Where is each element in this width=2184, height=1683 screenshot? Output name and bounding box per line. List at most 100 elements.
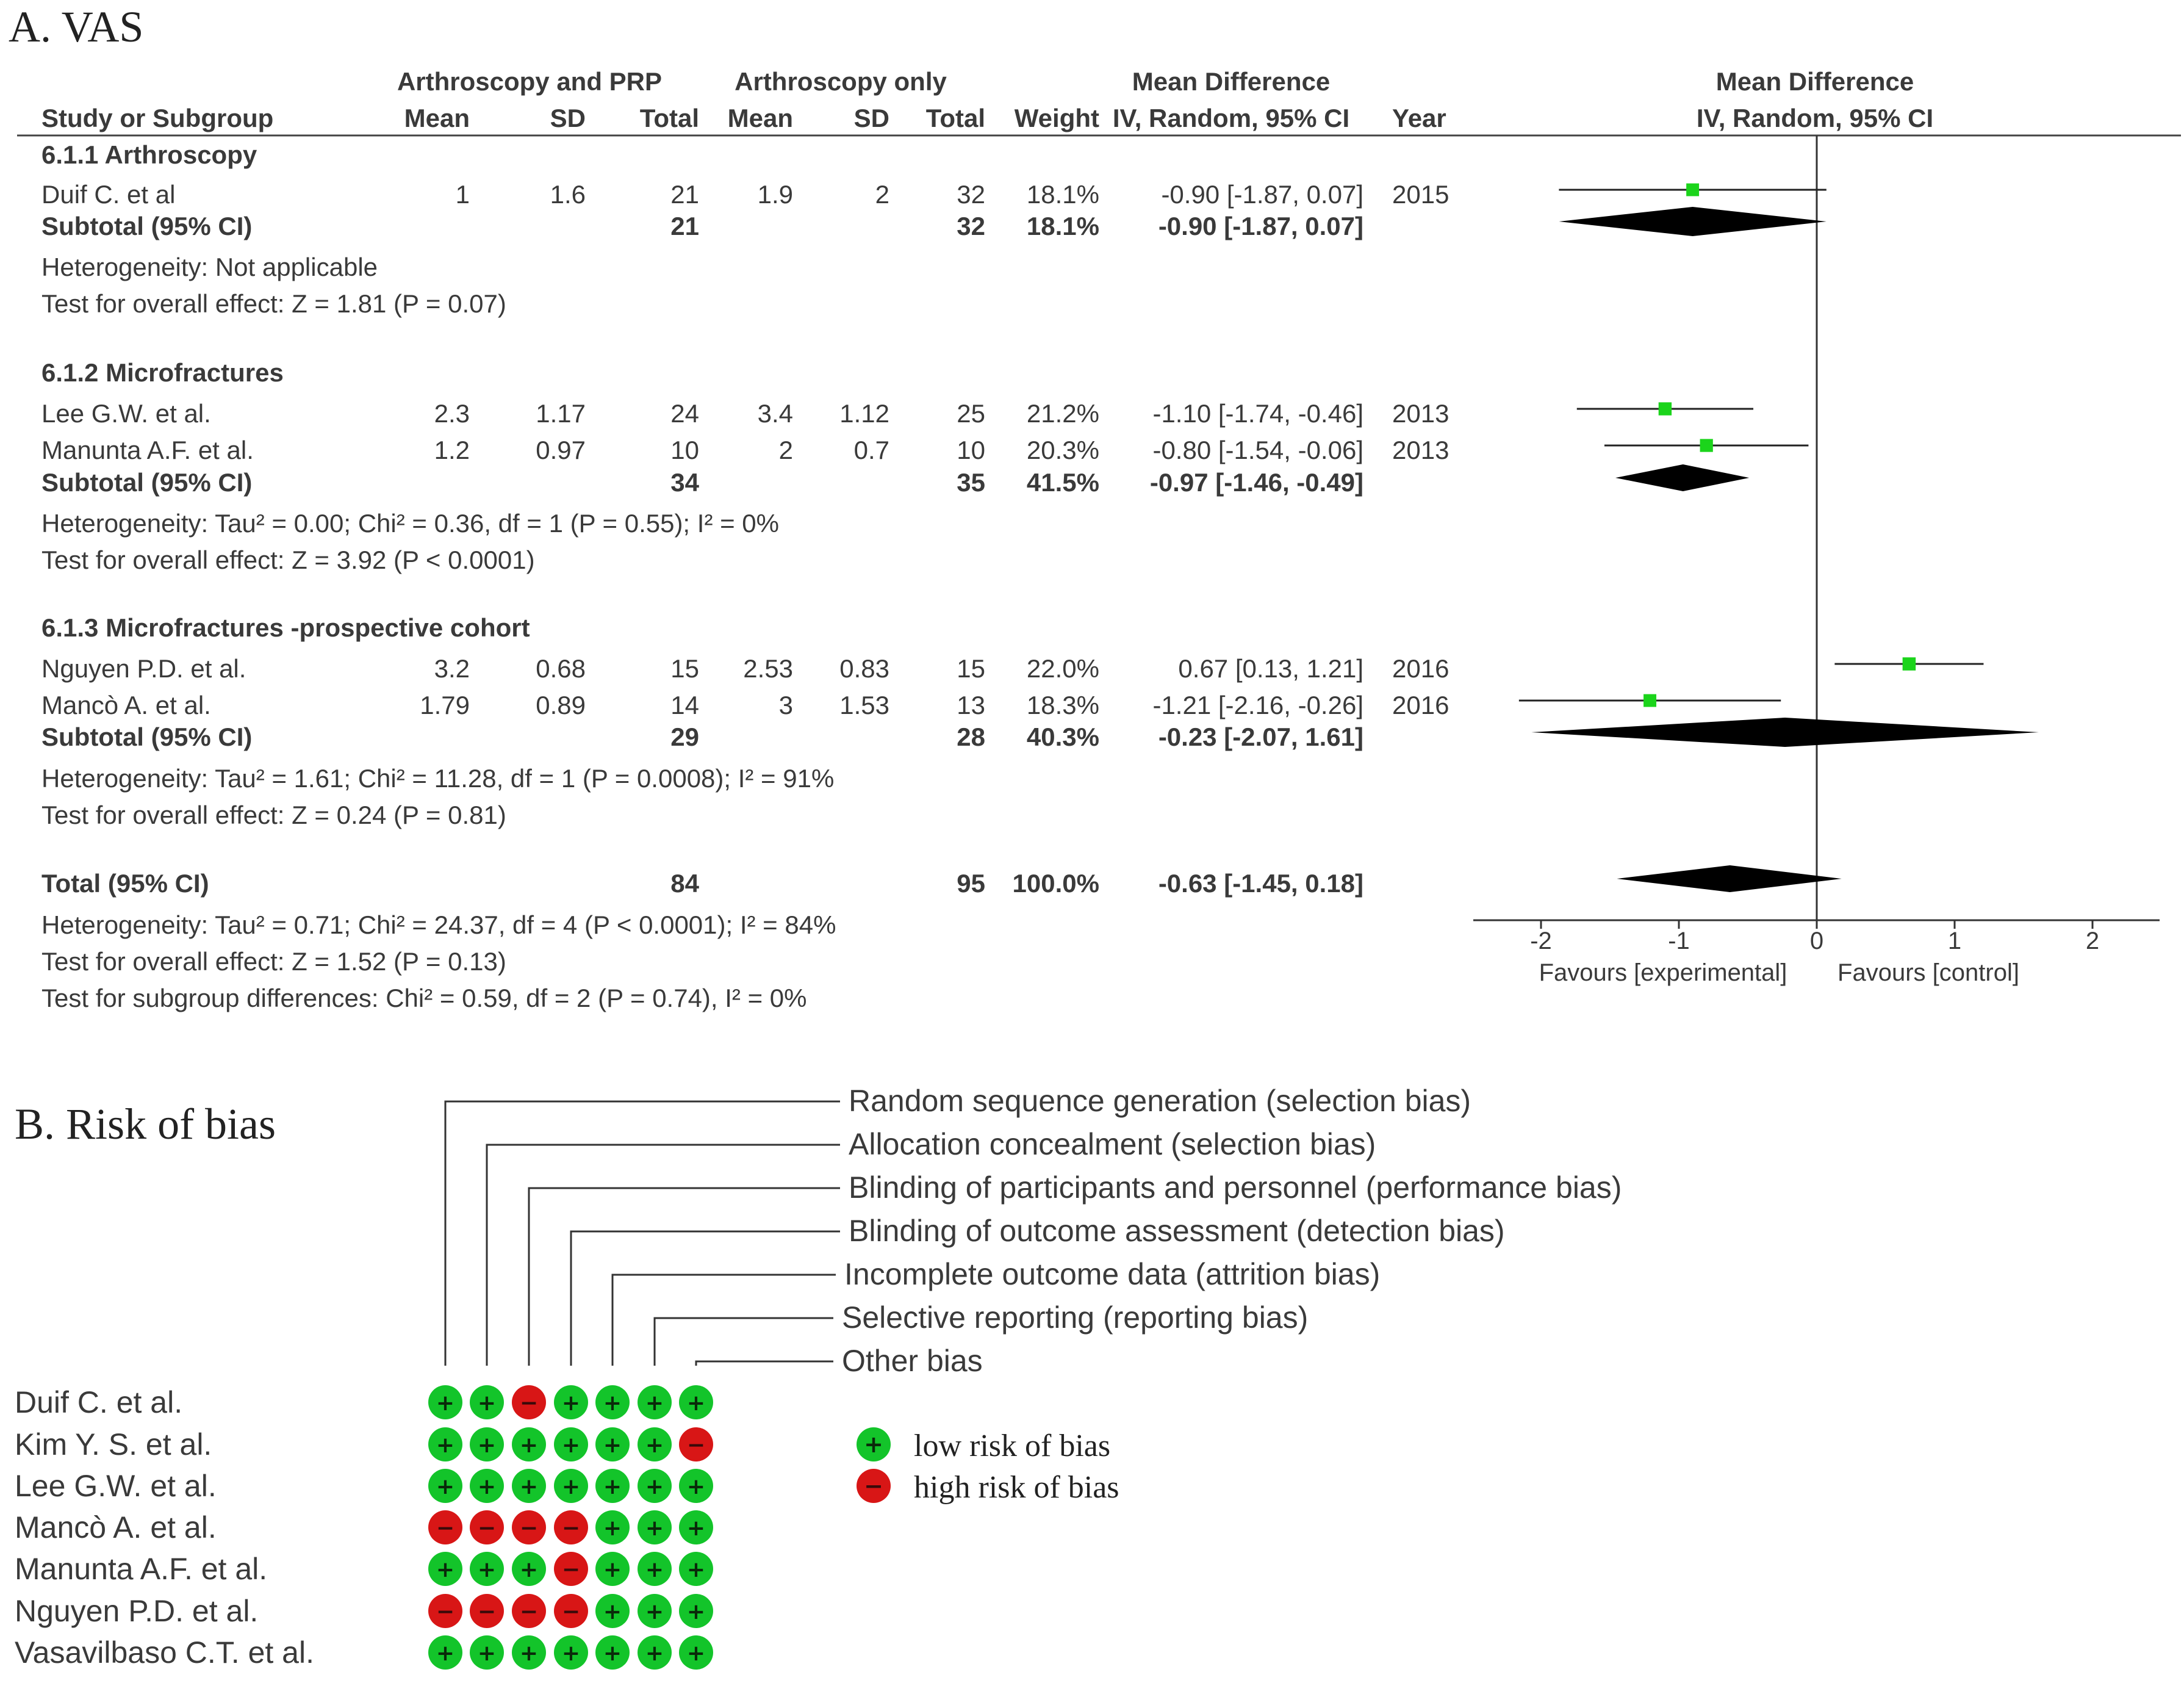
x-tick-label: -1 bbox=[1668, 928, 1690, 954]
low-risk-symbol: + bbox=[864, 1431, 883, 1458]
rob-judgement-symbol: + bbox=[478, 1433, 496, 1458]
subtotal-label: Subtotal (95% CI) bbox=[41, 723, 252, 751]
header-md-ci: IV, Random, 95% CI bbox=[1113, 104, 1349, 132]
sd-ctrl: 0.7 bbox=[854, 436, 889, 464]
total-label: Total (95% CI) bbox=[41, 869, 209, 898]
sd-exp: 0.97 bbox=[536, 436, 586, 464]
low-risk-dot bbox=[554, 1635, 588, 1670]
md-ci: -1.10 [-1.74, -0.46] bbox=[1152, 399, 1363, 428]
header-study: Study or Subgroup bbox=[41, 104, 273, 132]
low-risk-dot bbox=[679, 1385, 713, 1419]
subgroup-title: 6.1.3 Microfractures -prospective cohort bbox=[41, 613, 530, 642]
domain-leader-line bbox=[695, 1360, 833, 1366]
study-name: Mancò A. et al. bbox=[41, 691, 211, 719]
total-exp: 15 bbox=[670, 654, 699, 683]
mean-exp: 3.2 bbox=[434, 654, 470, 683]
heterogeneity-note: Heterogeneity: Not applicable bbox=[41, 253, 378, 281]
high-risk-dot bbox=[679, 1427, 713, 1461]
subtotal-row: Subtotal (95% CI) 34 35 41.5% -0.97 [-1.… bbox=[41, 468, 1363, 497]
high-risk-dot bbox=[554, 1594, 588, 1628]
x-tick-label: 2 bbox=[2086, 928, 2099, 954]
rob-judgement-symbol: + bbox=[520, 1557, 538, 1582]
table-row: Lee G.W. et al. 2.3 1.17 24 3.4 1.12 25 … bbox=[41, 399, 1449, 428]
high-risk-dot bbox=[428, 1510, 462, 1544]
header-total-exp: Total bbox=[640, 104, 699, 132]
year: 2013 bbox=[1392, 436, 1449, 464]
rob-study-label: Mancò A. et al. bbox=[15, 1510, 217, 1544]
low-risk-dot bbox=[428, 1469, 462, 1503]
rob-judgement-symbol: + bbox=[603, 1641, 622, 1666]
rob-judgement-symbol: + bbox=[562, 1391, 580, 1416]
total-weight: 100.0% bbox=[1013, 869, 1099, 898]
rob-judgement-symbol: − bbox=[436, 1599, 454, 1624]
table-header: Arthroscopy and PRP Arthroscopy only Mea… bbox=[41, 67, 1933, 132]
mean-exp: 1 bbox=[456, 180, 470, 209]
mean-ctrl: 2 bbox=[779, 436, 793, 464]
rob-judgement-symbol: − bbox=[687, 1433, 705, 1458]
legend-high: − high risk of bias bbox=[857, 1469, 1119, 1505]
rob-judgement-symbol: + bbox=[478, 1641, 496, 1666]
rob-judgement-symbol: + bbox=[436, 1433, 454, 1458]
rob-study-label: Lee G.W. et al. bbox=[15, 1469, 217, 1503]
high-risk-dot bbox=[512, 1594, 546, 1628]
low-risk-dot bbox=[554, 1427, 588, 1461]
sd-exp: 1.6 bbox=[550, 180, 586, 209]
rob-judgement-symbol: − bbox=[478, 1516, 496, 1541]
rob-judgement-symbol: + bbox=[562, 1433, 580, 1458]
total-ctrl: 13 bbox=[957, 691, 985, 719]
rob-judgement-symbol: − bbox=[520, 1391, 538, 1416]
rob-judgement-symbol: + bbox=[520, 1433, 538, 1458]
sd-ctrl: 1.12 bbox=[839, 399, 889, 428]
rob-study-label: Kim Y. S. et al. bbox=[15, 1427, 212, 1461]
header-group-experimental: Arthroscopy and PRP bbox=[397, 67, 662, 96]
low-risk-dot bbox=[595, 1385, 630, 1419]
high-risk-dot bbox=[428, 1594, 462, 1628]
rob-judgement-symbol: + bbox=[603, 1433, 622, 1458]
rob-judgement-symbol: − bbox=[562, 1516, 580, 1541]
subgroup-differences-note: Test for subgroup differences: Chi² = 0.… bbox=[41, 984, 806, 1012]
overall-effect-note: Test for overall effect: Z = 3.92 (P < 0… bbox=[41, 546, 535, 574]
low-risk-dot bbox=[638, 1427, 672, 1461]
low-risk-dot bbox=[638, 1552, 672, 1586]
total-total-exp: 84 bbox=[670, 869, 699, 898]
total-ctrl: 32 bbox=[957, 180, 985, 209]
high-risk-label: high risk of bias bbox=[914, 1470, 1119, 1505]
low-risk-dot bbox=[470, 1385, 504, 1419]
favours-experimental-label: Favours [experimental] bbox=[1539, 959, 1787, 986]
total-ci: -0.63 [-1.45, 0.18] bbox=[1158, 869, 1363, 898]
rob-judgement-symbol: − bbox=[478, 1599, 496, 1624]
total-exp: 14 bbox=[670, 691, 699, 719]
low-risk-dot bbox=[638, 1385, 672, 1419]
low-risk-dot bbox=[512, 1469, 546, 1503]
sd-exp: 1.17 bbox=[536, 399, 586, 428]
domain-label: Allocation concealment (selection bias) bbox=[849, 1127, 1376, 1161]
rob-judgement-symbol: + bbox=[687, 1557, 705, 1582]
low-risk-dot bbox=[428, 1385, 462, 1419]
forest-plot: -2 -1 0 1 2 Favours [experimental] Favours [… bbox=[1473, 135, 2160, 986]
total-ctrl: 25 bbox=[957, 399, 985, 428]
low-risk-dot bbox=[512, 1427, 546, 1461]
low-risk-dot bbox=[554, 1469, 588, 1503]
weight: 18.1% bbox=[1027, 180, 1099, 209]
effect-marker bbox=[1686, 183, 1700, 196]
rob-judgement-symbol: + bbox=[687, 1599, 705, 1624]
x-tick-label: 1 bbox=[1948, 928, 1961, 954]
md-ci: -0.80 [-1.54, -0.06] bbox=[1152, 436, 1363, 464]
low-risk-dot bbox=[679, 1635, 713, 1670]
rob-judgement-symbol: + bbox=[687, 1391, 705, 1416]
low-risk-dot bbox=[638, 1510, 672, 1544]
rob-judgement-symbol: + bbox=[478, 1557, 496, 1582]
low-risk-dot bbox=[470, 1552, 504, 1586]
mean-exp: 1.79 bbox=[420, 691, 470, 719]
low-risk-label: low risk of bias bbox=[914, 1429, 1110, 1463]
subtotal-weight: 40.3% bbox=[1027, 723, 1099, 751]
mean-exp: 2.3 bbox=[434, 399, 470, 428]
heterogeneity-note: Heterogeneity: Tau² = 1.61; Chi² = 11.28… bbox=[41, 764, 834, 793]
subtotal-diamond bbox=[1531, 718, 2039, 747]
low-risk-dot bbox=[512, 1552, 546, 1586]
rob-judgement-symbol: + bbox=[687, 1516, 705, 1541]
rob-judgement-symbol: + bbox=[645, 1474, 664, 1499]
domain-label: Random sequence generation (selection bi… bbox=[849, 1084, 1471, 1118]
domain-label: Other bias bbox=[842, 1344, 983, 1378]
rob-judgement-symbol: + bbox=[436, 1391, 454, 1416]
